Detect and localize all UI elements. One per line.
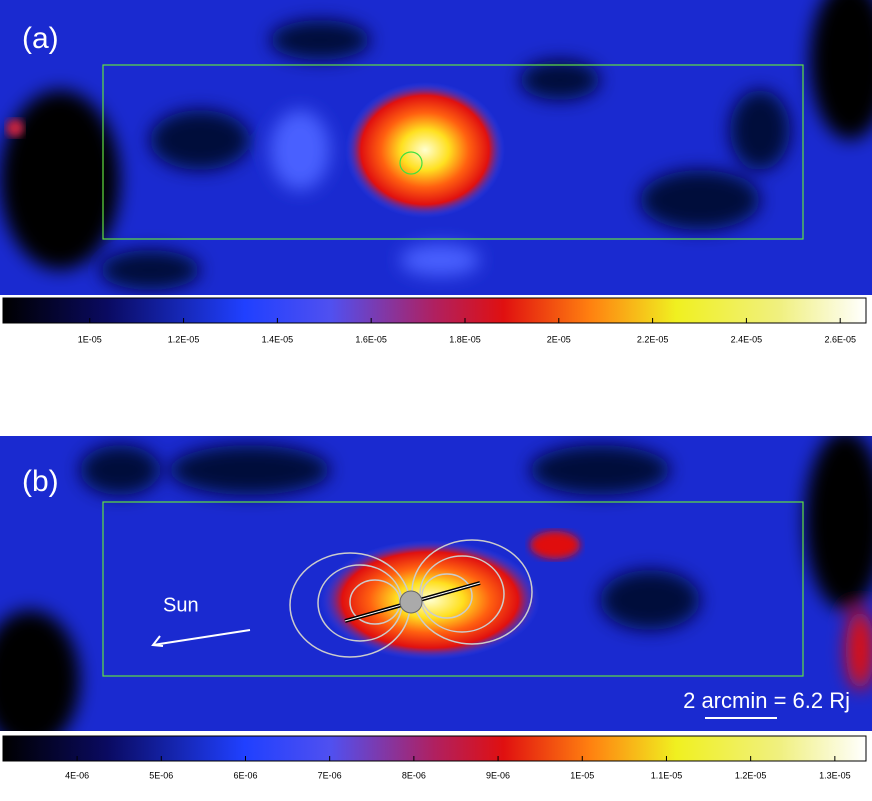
tick-label: 1.1E-05	[651, 770, 683, 780]
panel-label: (a)	[22, 22, 59, 55]
tick-label: 1.2E-05	[735, 770, 767, 780]
tick-label: 1E-05	[570, 770, 594, 780]
colorbar	[2, 735, 867, 762]
tick-label: 2E-05	[547, 334, 571, 344]
scale-label: 2 arcmin = 6.2 Rj	[683, 688, 850, 713]
tick-label: 1.3E-05	[819, 770, 851, 780]
tick-label: 1.8E-05	[449, 334, 481, 344]
tick-label: 1E-05	[78, 334, 102, 344]
tick-label: 9E-06	[486, 770, 510, 780]
tick-label: 2.2E-05	[637, 334, 669, 344]
tick-label: 8E-06	[402, 770, 426, 780]
image-a	[0, 0, 872, 295]
colorbar	[2, 297, 867, 324]
tick-label: 1.2E-05	[168, 334, 200, 344]
tick-label: 7E-06	[318, 770, 342, 780]
tick-label: 1.6E-05	[355, 334, 387, 344]
image-b	[0, 436, 872, 731]
tick-label: 2.4E-05	[731, 334, 763, 344]
tick-label: 2.6E-05	[824, 334, 856, 344]
tick-label: 5E-06	[149, 770, 173, 780]
tick-label: 6E-06	[233, 770, 257, 780]
sun-label: Sun	[163, 594, 199, 616]
panel-label: (b)	[22, 465, 59, 498]
tick-label: 1.4E-05	[262, 334, 294, 344]
tick-label: 4E-06	[65, 770, 89, 780]
